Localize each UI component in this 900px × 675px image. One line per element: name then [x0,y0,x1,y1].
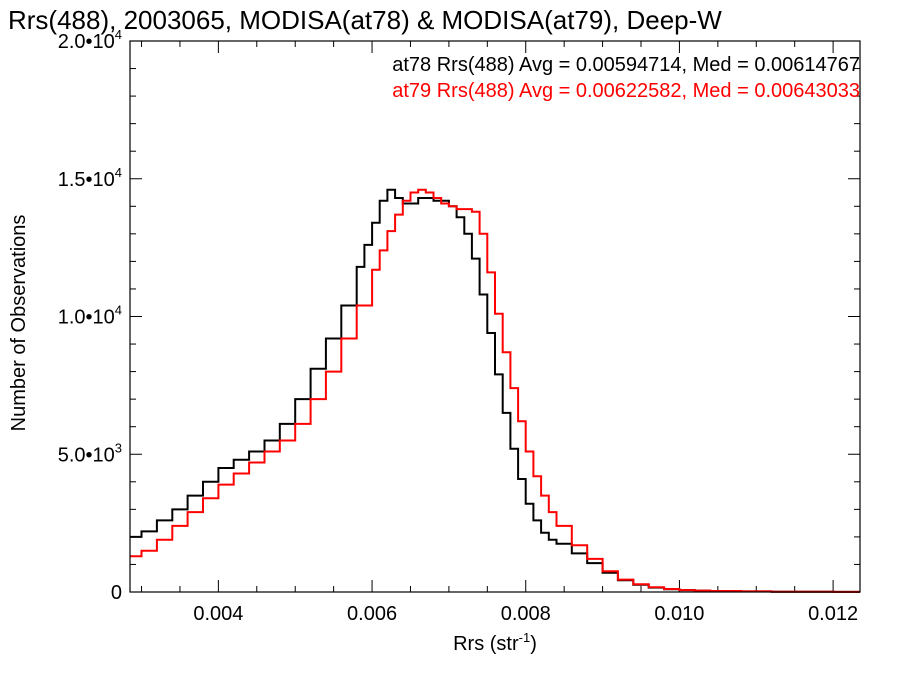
y-axis-label: Number of Observations [8,215,30,432]
histogram-series-1 [130,188,860,593]
x-tick-label: 0.004 [193,603,243,625]
y-tick-label: 5.0•103 [58,440,122,466]
x-tick-label: 0.006 [347,603,397,625]
chart-title: Rrs(488), 2003065, MODISA(at78) & MODISA… [8,5,722,35]
plot-frame [129,40,861,593]
x-tick-label: 0.010 [654,603,704,625]
axis-ticks: 0.004 0.006 0.008 0.010 0.012 0 5.0•103 1.0•104… [58,27,860,625]
x-tick-label: 0.008 [501,603,551,625]
legend-annotation-at78: at78 Rrs(488) Avg = 0.00594714, Med = 0.… [392,54,860,76]
x-axis-label: Rrs (str-1) [453,630,537,655]
y-tick-label: 1.5•104 [58,165,122,191]
x-tick-label: 0.012 [808,603,858,625]
y-tick-label: 1.0•104 [58,303,122,329]
y-tick-label: 2.0•104 [58,27,122,53]
y-tick-label: 0 [111,582,122,604]
series-layer [130,188,860,593]
legend-annotation-at79: at79 Rrs(488) Avg = 0.00622582, Med = 0.… [392,80,860,102]
histogram-series-0 [130,188,860,593]
